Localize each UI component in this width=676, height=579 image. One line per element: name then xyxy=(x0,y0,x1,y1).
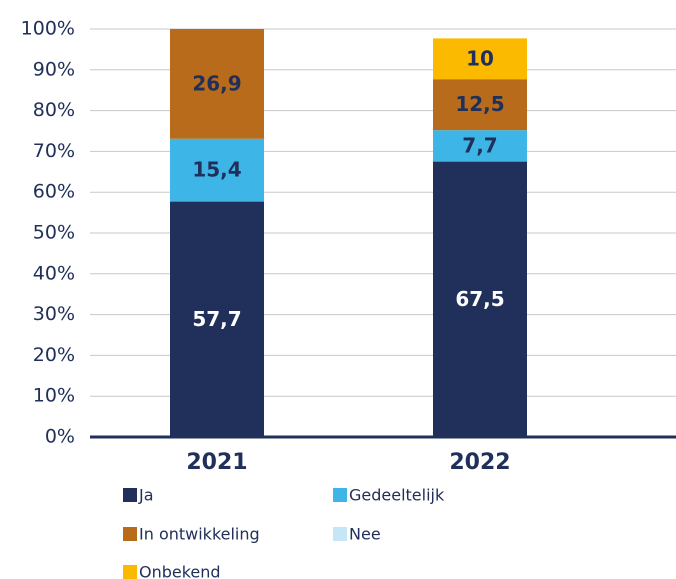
y-tick-label: 20% xyxy=(33,344,75,366)
bar-segment xyxy=(433,161,527,437)
data-label: 57,7 xyxy=(192,307,241,331)
y-tick-label: 80% xyxy=(33,99,75,121)
bar-segment xyxy=(433,79,527,131)
x-tick-label: 2021 xyxy=(186,450,247,475)
bar-segment xyxy=(433,130,527,162)
x-tick-label: 2022 xyxy=(449,450,510,475)
data-label: 26,9 xyxy=(192,71,241,95)
legend-swatch xyxy=(123,488,137,502)
legend-swatch xyxy=(333,527,347,541)
y-tick-label: 60% xyxy=(33,181,75,203)
legend-label: Gedeeltelijk xyxy=(349,486,445,505)
legend-label: In ontwikkeling xyxy=(139,525,260,544)
legend-swatch xyxy=(123,565,137,579)
legend-label: Onbekend xyxy=(139,563,221,579)
bar-segment xyxy=(170,201,264,437)
y-tick-label: 10% xyxy=(33,385,75,407)
data-label: 67,5 xyxy=(455,287,504,311)
legend-swatch xyxy=(123,527,137,541)
y-tick-label: 0% xyxy=(45,426,75,448)
legend-label: Nee xyxy=(349,525,381,544)
data-label: 12,5 xyxy=(455,92,504,116)
data-label: 15,4 xyxy=(192,158,241,182)
y-tick-label: 100% xyxy=(21,18,75,40)
y-tick-label: 50% xyxy=(33,222,75,244)
data-label: 7,7 xyxy=(462,133,497,157)
legend-label: Ja xyxy=(138,486,154,505)
y-tick-label: 70% xyxy=(33,140,75,162)
bar-segment xyxy=(433,38,527,80)
y-tick-label: 30% xyxy=(33,303,75,325)
data-label: 10 xyxy=(466,46,494,70)
y-tick-label: 90% xyxy=(33,58,75,80)
bar-segment xyxy=(170,138,264,202)
bar-segment xyxy=(170,29,264,139)
legend-swatch xyxy=(333,488,347,502)
y-tick-label: 40% xyxy=(33,262,75,284)
